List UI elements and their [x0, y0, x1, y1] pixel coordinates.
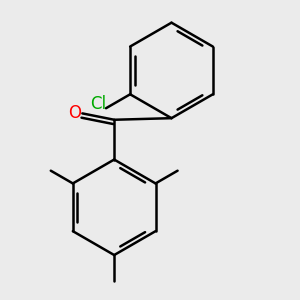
- Text: O: O: [68, 103, 81, 122]
- Text: Cl: Cl: [90, 95, 106, 113]
